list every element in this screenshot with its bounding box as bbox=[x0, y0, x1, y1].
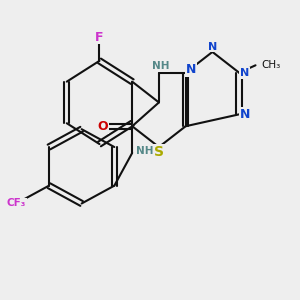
Text: N: N bbox=[240, 68, 249, 78]
Text: N: N bbox=[186, 63, 196, 76]
Text: F: F bbox=[95, 31, 104, 44]
Text: CH₃: CH₃ bbox=[262, 60, 281, 70]
Text: S: S bbox=[154, 146, 164, 159]
Text: NH: NH bbox=[136, 146, 153, 157]
Text: O: O bbox=[97, 120, 108, 133]
Text: CF₃: CF₃ bbox=[7, 199, 26, 208]
Text: N: N bbox=[208, 42, 217, 52]
Text: NH: NH bbox=[152, 61, 169, 71]
Text: F: F bbox=[95, 31, 104, 44]
Text: O: O bbox=[97, 120, 108, 133]
Text: N: N bbox=[240, 108, 250, 121]
